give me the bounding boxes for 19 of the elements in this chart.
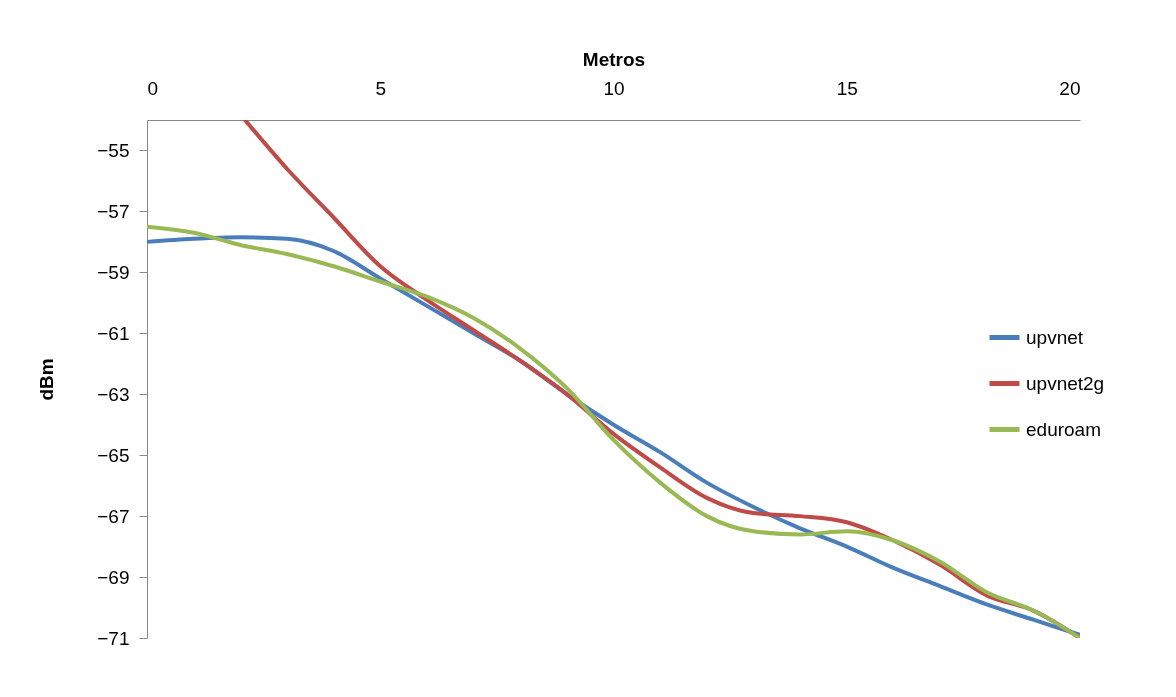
legend-label: eduroam [1026,418,1101,440]
y-tick-label: −65 [97,444,130,466]
x-axis-title: Metros [582,48,646,70]
x-tick-label: 10 [603,77,625,99]
x-tick-label: 15 [836,77,858,99]
y-tick-label: −67 [97,505,130,527]
y-tick-label: −61 [97,322,130,344]
x-tick-label: 20 [1059,77,1081,99]
y-axis-title: dBm [36,358,58,401]
x-tick-label: 5 [375,77,387,99]
y-tick-label: −69 [97,566,130,588]
y-tick-label: −63 [97,383,130,405]
y-tick-label: −55 [97,139,130,161]
y-tick-label: −57 [97,200,130,222]
x-tick-label: 0 [147,77,159,99]
legend-label: upvnet2g [1026,372,1105,394]
y-tick-label: −71 [97,627,130,649]
legend-label: upvnet [1026,326,1084,348]
y-tick-label: −59 [97,261,130,283]
